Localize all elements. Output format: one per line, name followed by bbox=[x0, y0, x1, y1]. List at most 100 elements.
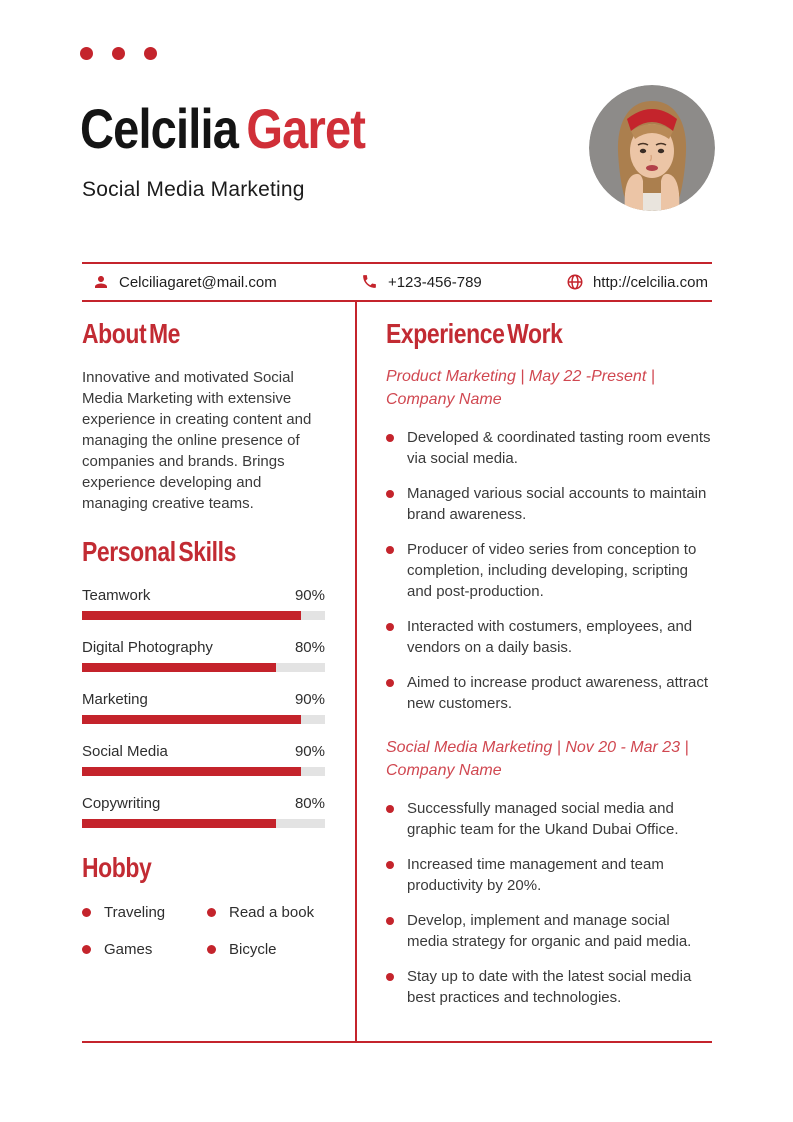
experience-heading: Experience Work bbox=[386, 318, 563, 349]
dot-icon bbox=[80, 47, 93, 60]
skill-label: Social Media bbox=[82, 743, 168, 760]
hobby-item: Bicycle bbox=[207, 941, 325, 958]
bullet-icon bbox=[386, 623, 394, 631]
job-bullet-list: Successfully managed social media and gr… bbox=[386, 798, 712, 1008]
hobby-label: Traveling bbox=[104, 904, 166, 921]
website-text: http://celcilia.com bbox=[592, 273, 708, 291]
bullet-text: Producer of video series from conception… bbox=[407, 541, 697, 600]
bullet-icon bbox=[82, 908, 91, 917]
skill-percent: 90% bbox=[294, 691, 325, 708]
bullet-text: Increased time management and team produ… bbox=[407, 856, 664, 894]
experience-bullet: Aimed to increase product awareness, att… bbox=[386, 672, 712, 714]
experience-bullet: Stay up to date with the latest social m… bbox=[386, 966, 712, 1008]
contact-website: http://celcilia.com bbox=[566, 273, 708, 291]
skill-bar-track bbox=[82, 611, 325, 620]
skill-percent: 90% bbox=[294, 743, 325, 760]
profile-photo bbox=[589, 85, 715, 211]
phone-icon bbox=[361, 273, 379, 291]
contact-phone: +123-456-789 bbox=[361, 273, 482, 291]
hobby-section: Hobby Traveling Read a book Games Bicycl… bbox=[82, 852, 325, 958]
skills-heading: Personal Skills bbox=[82, 536, 236, 567]
first-name: Celcilia bbox=[80, 97, 239, 160]
experience-bullet: Interacted with costumers, employees, an… bbox=[386, 616, 712, 658]
skill-item: Marketing 90% bbox=[82, 691, 325, 724]
bullet-icon bbox=[386, 973, 394, 981]
skill-item: Digital Photography 80% bbox=[82, 639, 325, 672]
bullet-text: Interacted with costumers, employees, an… bbox=[407, 618, 693, 656]
skill-percent: 90% bbox=[294, 587, 325, 604]
experience-bullet: Managed various social accounts to maint… bbox=[386, 483, 712, 525]
bullet-icon bbox=[82, 945, 91, 954]
contact-email: Celciliagaret@mail.com bbox=[92, 273, 277, 291]
column-divider bbox=[355, 302, 357, 1042]
skill-label: Marketing bbox=[82, 691, 148, 708]
hobby-item: Read a book bbox=[207, 904, 325, 921]
bullet-text: Aimed to increase product awareness, att… bbox=[407, 674, 708, 712]
hobby-item: Games bbox=[82, 941, 207, 958]
job-bullet-list: Developed & coordinated tasting room eve… bbox=[386, 427, 712, 714]
skill-bar-track bbox=[82, 819, 325, 828]
bullet-icon bbox=[386, 917, 394, 925]
skill-item: Copywriting 80% bbox=[82, 795, 325, 828]
skill-percent: 80% bbox=[294, 795, 325, 812]
bullet-icon bbox=[386, 861, 394, 869]
about-text: Innovative and motivated Social Media Ma… bbox=[82, 369, 312, 512]
skill-label: Digital Photography bbox=[82, 639, 213, 656]
job-title: Product Marketing | May 22 -Present | Co… bbox=[386, 368, 655, 408]
bullet-text: Successfully managed social media and gr… bbox=[407, 800, 679, 838]
skill-bar-track bbox=[82, 715, 325, 724]
left-column: About Me Innovative and motivated Social… bbox=[82, 318, 325, 958]
phone-text: +123-456-789 bbox=[387, 273, 482, 291]
contact-bar: Celciliagaret@mail.com +123-456-789 http… bbox=[82, 262, 712, 302]
skill-item: Teamwork 90% bbox=[82, 587, 325, 620]
bullet-icon bbox=[386, 546, 394, 554]
hobby-label: Games bbox=[104, 941, 153, 958]
skill-item: Social Media 90% bbox=[82, 743, 325, 776]
experience-bullet: Increased time management and team produ… bbox=[386, 854, 712, 896]
dot-icon bbox=[144, 47, 157, 60]
hobby-heading: Hobby bbox=[82, 852, 152, 883]
decorative-dots bbox=[80, 47, 157, 60]
avatar-illustration bbox=[589, 85, 715, 211]
hobby-label: Bicycle bbox=[229, 941, 277, 958]
job-subtitle: Social Media Marketing bbox=[82, 178, 305, 201]
bullet-icon bbox=[386, 679, 394, 687]
skill-bar-fill bbox=[82, 715, 301, 724]
experience-bullet: Developed & coordinated tasting room eve… bbox=[386, 427, 712, 469]
skill-bar-fill bbox=[82, 663, 277, 672]
skill-bar-fill bbox=[82, 767, 301, 776]
about-heading: About Me bbox=[82, 318, 181, 349]
bottom-rule bbox=[82, 1041, 712, 1043]
dot-icon bbox=[112, 47, 125, 60]
job-title: Social Media Marketing | Nov 20 - Mar 23… bbox=[386, 739, 689, 779]
skill-bar-fill bbox=[82, 611, 301, 620]
bullet-text: Managed various social accounts to maint… bbox=[407, 485, 707, 523]
last-name: Garet bbox=[246, 97, 366, 160]
experience-bullet: Successfully managed social media and gr… bbox=[386, 798, 712, 840]
skill-label: Copywriting bbox=[82, 795, 161, 812]
experience-bullet: Producer of video series from conception… bbox=[386, 539, 712, 602]
bullet-text: Develop, implement and manage social med… bbox=[407, 912, 692, 950]
hobby-item: Traveling bbox=[82, 904, 207, 921]
skill-label: Teamwork bbox=[82, 587, 151, 604]
right-column: Experience Work Product Marketing | May … bbox=[386, 318, 712, 1022]
skill-bar-fill bbox=[82, 819, 277, 828]
skill-bar-track bbox=[82, 767, 325, 776]
experience-bullet: Develop, implement and manage social med… bbox=[386, 910, 712, 952]
skill-bar-track bbox=[82, 663, 325, 672]
person-name: Celcilia Garet bbox=[80, 96, 366, 161]
bullet-icon bbox=[207, 908, 216, 917]
person-icon bbox=[92, 273, 110, 291]
bullet-icon bbox=[386, 490, 394, 498]
hobby-label: Read a book bbox=[229, 904, 315, 921]
bullet-text: Developed & coordinated tasting room eve… bbox=[407, 429, 711, 467]
bullet-text: Stay up to date with the latest social m… bbox=[407, 968, 692, 1006]
skills-section: Personal Skills Teamwork 90% Digital Pho… bbox=[82, 536, 325, 828]
globe-icon bbox=[566, 273, 584, 291]
email-text: Celciliagaret@mail.com bbox=[119, 273, 277, 291]
bullet-icon bbox=[386, 434, 394, 442]
bullet-icon bbox=[207, 945, 216, 954]
bullet-icon bbox=[386, 805, 394, 813]
skill-percent: 80% bbox=[294, 639, 325, 656]
